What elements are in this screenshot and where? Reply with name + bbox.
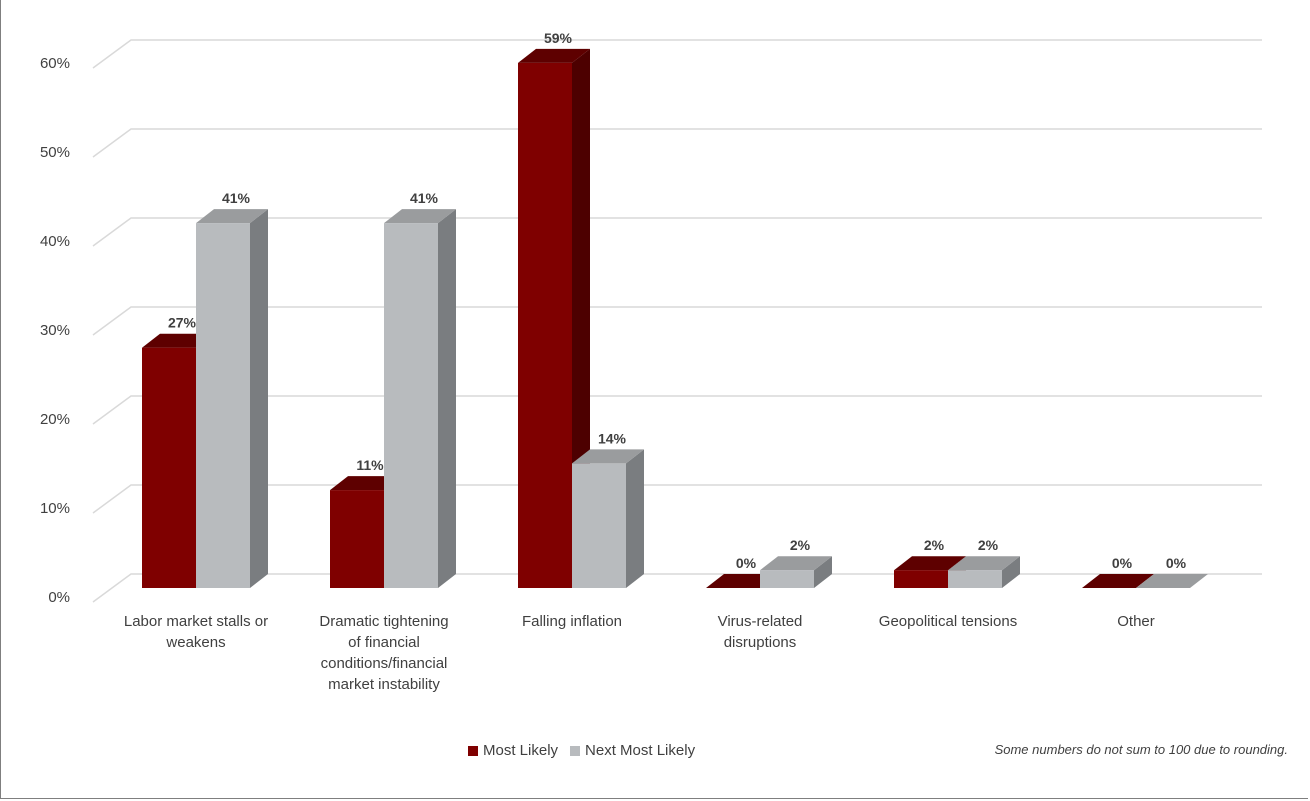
data-label-next-most-likely: 0%	[1166, 555, 1187, 571]
bar-next-most-likely-top	[760, 556, 832, 571]
y-tick-label: 30%	[40, 322, 70, 339]
data-label-most-likely: 59%	[544, 30, 573, 46]
legend-item-next-most-likely: Next Most Likely	[570, 742, 695, 759]
y-tick-label: 20%	[40, 411, 70, 428]
legend-label-most-likely: Most Likely	[483, 742, 559, 759]
bar-next-most-likely-top	[196, 209, 268, 224]
data-label-most-likely: 11%	[356, 457, 384, 473]
gridline	[92, 573, 1262, 603]
bar-most-likely-top	[1082, 574, 1154, 588]
x-tick-label: Falling inflation	[522, 613, 622, 630]
data-label-most-likely: 2%	[924, 537, 945, 553]
data-label-most-likely: 27%	[168, 315, 197, 331]
gridline	[92, 484, 1262, 514]
gridline	[92, 39, 1262, 69]
bar-next-most-likely-side	[438, 209, 456, 588]
bar-most-likely-top	[518, 48, 590, 63]
y-tick-label: 10%	[40, 500, 70, 517]
data-label-next-most-likely: 2%	[790, 537, 811, 553]
data-label-next-most-likely: 41%	[410, 190, 439, 206]
bar-next-most-likely	[572, 463, 626, 588]
bar-most-likely	[518, 62, 572, 588]
legend-swatch-next-most-likely	[570, 745, 581, 756]
bar-next-most-likely-side	[1002, 556, 1020, 588]
bar-next-most-likely-top	[572, 449, 644, 464]
y-tick-label: 0%	[48, 589, 70, 606]
legend-item-most-likely: Most Likely	[468, 742, 558, 759]
gridline	[92, 128, 1262, 158]
bar-next-most-likely-side	[250, 209, 268, 588]
bar-next-most-likely	[196, 223, 250, 588]
gridline	[92, 306, 1262, 336]
data-label-most-likely: 0%	[736, 555, 757, 571]
data-label-next-most-likely: 14%	[598, 430, 627, 446]
data-label-next-most-likely: 41%	[222, 190, 251, 206]
gridline	[92, 395, 1262, 425]
data-label-most-likely: 0%	[1112, 555, 1133, 571]
bar-next-most-likely	[760, 570, 814, 588]
bar-next-most-likely-side	[626, 449, 644, 588]
y-tick-label: 50%	[40, 144, 70, 161]
legend: Most Likely Next Most Likely	[468, 742, 707, 759]
y-tick-label: 60%	[40, 55, 70, 72]
x-tick-label: Geopolitical tensions	[879, 613, 1017, 630]
bar-next-most-likely-side	[814, 556, 832, 588]
x-tick-label: Labor market stalls or weakens	[124, 613, 268, 651]
x-tick-label: Other	[1117, 613, 1155, 630]
bar-most-likely	[142, 347, 196, 588]
bar-next-most-likely	[948, 570, 1002, 588]
bar-next-most-likely-top	[384, 209, 456, 224]
y-tick-label: 40%	[40, 233, 70, 250]
footnote: Some numbers do not sum to 100 due to ro…	[994, 742, 1288, 757]
x-tick-label: Dramatic tightening of financial condition…	[319, 613, 448, 693]
bar-next-most-likely-top	[948, 556, 1020, 571]
x-tick-label: Virus-related disruptions	[718, 613, 803, 651]
bar-next-most-likely	[384, 223, 438, 588]
legend-swatch-most-likely	[468, 745, 478, 756]
bar-most-likely-top	[894, 556, 966, 571]
bar-next-most-likely-top	[1136, 574, 1208, 588]
bar-most-likely	[330, 490, 384, 588]
legend-label-next-most-likely: Next Most Likely	[585, 742, 696, 759]
bar-most-likely	[894, 570, 948, 588]
gridline	[92, 217, 1262, 247]
data-label-next-most-likely: 2%	[978, 537, 999, 553]
